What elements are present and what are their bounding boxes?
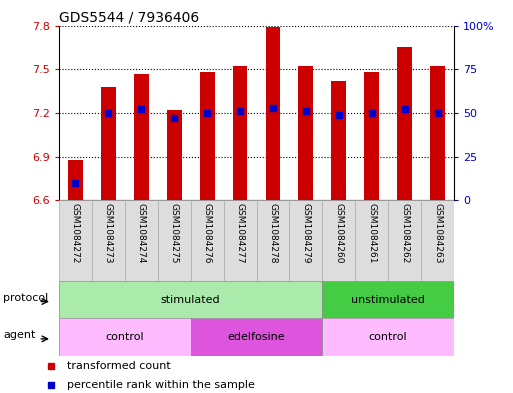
Bar	[397, 48, 412, 200]
Bar	[364, 72, 379, 200]
Text: control: control	[369, 332, 407, 342]
Bar	[322, 281, 454, 318]
Bar	[289, 200, 322, 281]
Text: GSM1084278: GSM1084278	[268, 203, 278, 263]
Bar	[266, 27, 281, 200]
Bar	[68, 160, 83, 200]
Text: GSM1084261: GSM1084261	[367, 203, 376, 263]
Text: GSM1084277: GSM1084277	[235, 203, 245, 263]
Bar	[430, 66, 445, 200]
Text: GSM1084275: GSM1084275	[170, 203, 179, 263]
Text: GSM1084279: GSM1084279	[301, 203, 310, 263]
Bar	[331, 81, 346, 200]
Bar	[232, 66, 247, 200]
Text: GSM1084262: GSM1084262	[400, 203, 409, 263]
Bar	[167, 110, 182, 200]
Bar	[134, 73, 149, 200]
Text: GSM1084274: GSM1084274	[137, 203, 146, 263]
Bar	[59, 281, 322, 318]
Bar	[322, 318, 454, 356]
Bar	[125, 200, 158, 281]
Bar	[191, 200, 224, 281]
Text: GSM1084272: GSM1084272	[71, 203, 80, 263]
Text: unstimulated: unstimulated	[351, 295, 425, 305]
Bar	[158, 200, 191, 281]
Text: edelfosine: edelfosine	[228, 332, 285, 342]
Bar	[355, 200, 388, 281]
Bar	[224, 200, 256, 281]
Text: GDS5544 / 7936406: GDS5544 / 7936406	[59, 10, 199, 24]
Bar	[191, 318, 322, 356]
Text: stimulated: stimulated	[161, 295, 221, 305]
Text: GSM1084276: GSM1084276	[203, 203, 212, 263]
Bar	[200, 72, 214, 200]
Text: protocol: protocol	[3, 293, 48, 303]
Text: GSM1084260: GSM1084260	[334, 203, 343, 263]
Bar	[299, 66, 313, 200]
Text: control: control	[106, 332, 144, 342]
Bar	[322, 200, 355, 281]
Bar	[59, 318, 191, 356]
Text: agent: agent	[3, 330, 35, 340]
Text: GSM1084273: GSM1084273	[104, 203, 113, 263]
Text: transformed count: transformed count	[67, 361, 170, 371]
Bar	[256, 200, 289, 281]
Bar	[92, 200, 125, 281]
Bar	[59, 200, 92, 281]
Text: percentile rank within the sample: percentile rank within the sample	[67, 380, 254, 390]
Bar	[421, 200, 454, 281]
Text: GSM1084263: GSM1084263	[433, 203, 442, 263]
Bar	[388, 200, 421, 281]
Bar	[101, 87, 116, 200]
